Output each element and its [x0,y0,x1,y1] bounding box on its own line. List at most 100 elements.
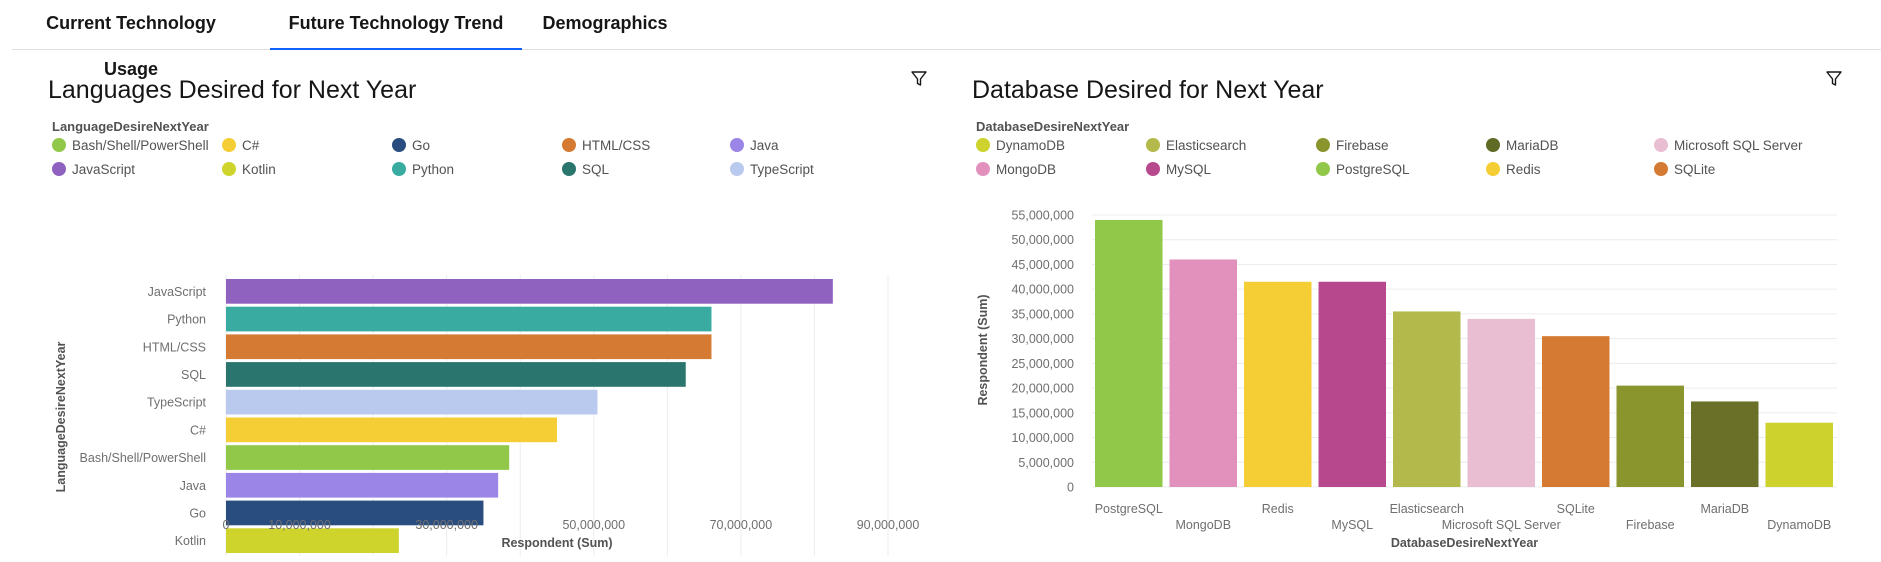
y-tick-label: 5,000,000 [1018,456,1074,470]
x-axis-label: DatabaseDesireNextYear [1391,536,1538,550]
legend-item[interactable]: Python [392,162,454,177]
legend-item[interactable]: C# [222,138,259,153]
bar[interactable] [1467,318,1536,487]
legend-label: TypeScript [750,162,814,177]
legend-title: LanguageDesireNextYear [52,119,209,134]
tab-future-technology-trend[interactable]: Future Technology Trend [270,0,522,50]
y-tick-label: 55,000,000 [1011,209,1074,223]
bar[interactable] [1244,281,1312,487]
databases-panel: Database Desired for Next Year DatabaseD… [924,60,1854,560]
legend-swatch [1654,162,1668,176]
x-tick-label: Microsoft SQL Server [1442,518,1561,532]
bar[interactable] [1169,259,1238,487]
legend-item[interactable]: Kotlin [222,162,276,177]
legend-item[interactable]: SQLite [1654,162,1715,177]
legend-swatch [730,162,744,176]
x-tick-label: Redis [1262,502,1294,516]
filter-icon[interactable] [910,70,928,88]
legend-item[interactable]: JavaScript [52,162,135,177]
legend-swatch [52,138,66,152]
legend-item[interactable]: MariaDB [1486,138,1559,153]
bar[interactable] [1616,385,1685,487]
bar[interactable] [226,389,598,415]
legend-swatch [1146,138,1160,152]
bar[interactable] [226,445,510,470]
languages-chart-title: Languages Desired for Next Year [48,76,417,104]
legend-item[interactable]: DynamoDB [976,138,1065,153]
legend-item[interactable]: Microsoft SQL Server [1654,138,1803,153]
y-tick-label: 45,000,000 [1011,258,1074,272]
bar[interactable] [226,279,833,304]
x-tick-label: 0 [223,518,230,532]
legend-label: Java [750,138,779,153]
legend-label: SQLite [1674,162,1716,177]
x-axis-label: Respondent (Sum) [501,536,612,550]
bar[interactable] [226,528,399,553]
legend-item[interactable]: SQL [562,162,609,177]
legend-swatch [976,162,990,176]
bar[interactable] [1318,281,1387,487]
legend-item[interactable]: MongoDB [976,162,1056,177]
legend-item[interactable]: Elasticsearch [1146,138,1246,153]
y-tick-label: JavaScript [148,285,207,299]
filter-icon[interactable] [1825,70,1843,88]
y-tick-label: Java [180,479,206,493]
bar[interactable] [226,500,484,526]
legend-label: Kotlin [242,162,276,177]
legend-swatch [1654,138,1668,152]
legend-swatch [562,162,576,176]
legend-label: PostgreSQL [1336,162,1410,177]
legend-label: MongoDB [996,162,1057,177]
x-tick-label: 10,000,000 [268,518,331,532]
bar[interactable] [1691,401,1759,487]
x-tick-label: PostgreSQL [1095,502,1163,516]
legend-item[interactable]: HTML/CSS [562,138,650,153]
x-tick-label: MySQL [1331,518,1373,532]
databases-bar-chart: 0 5,000,000 10,000,000 15,000,000 20,000,000… [976,209,1837,550]
legend-swatch [976,138,990,152]
legend-label: SQL [582,162,610,177]
languages-bar-chart: JavaScript Python HTML/CSS SQL TypeScript C# B… [54,275,919,556]
bar[interactable] [226,306,712,332]
tab-demographics[interactable]: Demographics [542,13,668,33]
bar[interactable] [226,334,712,360]
x-tick-label: Elasticsearch [1390,502,1464,516]
legend-item[interactable]: Go [392,138,430,153]
y-tick-label: 30,000,000 [1011,332,1074,346]
legend-item[interactable]: Redis [1486,162,1541,177]
x-tick-label: 50,000,000 [562,518,625,532]
legend-swatch [392,162,406,176]
y-tick-label: 20,000,000 [1011,382,1074,396]
x-tick-label: 70,000,000 [710,518,773,532]
bar[interactable] [1393,311,1461,487]
legend-swatch [562,138,576,152]
legend-label: Go [412,138,431,153]
legend-label: Python [412,162,455,177]
legend-title: DatabaseDesireNextYear [976,119,1130,134]
legend-label: MySQL [1166,162,1212,177]
bar[interactable] [1765,422,1834,487]
tab-current-technology-usage[interactable]: Current Technology Usage [46,13,216,79]
y-tick-label: 50,000,000 [1011,233,1074,247]
legend-swatch [52,162,66,176]
legend-label: C# [242,138,260,153]
legend-item[interactable]: TypeScript [730,162,814,177]
legend-item[interactable]: Firebase [1316,138,1389,153]
legend-item[interactable]: MySQL [1146,162,1211,177]
bar[interactable] [1095,219,1163,488]
bar[interactable] [226,362,686,387]
legend-swatch [1486,138,1500,152]
y-tick-label: Python [167,313,206,327]
legend-label: MariaDB [1506,138,1559,153]
legend-swatch [222,138,236,152]
legend-swatch [222,162,236,176]
legend-item[interactable]: Bash/Shell/PowerShell [52,138,209,153]
bar[interactable] [226,417,557,443]
legend-item[interactable]: PostgreSQL [1316,162,1410,177]
legend-item[interactable]: Java [730,138,779,153]
y-tick-label: Kotlin [175,534,206,548]
legend-label: Elasticsearch [1166,138,1247,153]
bar[interactable] [226,472,499,498]
bar[interactable] [1542,336,1610,487]
y-tick-label: Go [189,506,206,520]
